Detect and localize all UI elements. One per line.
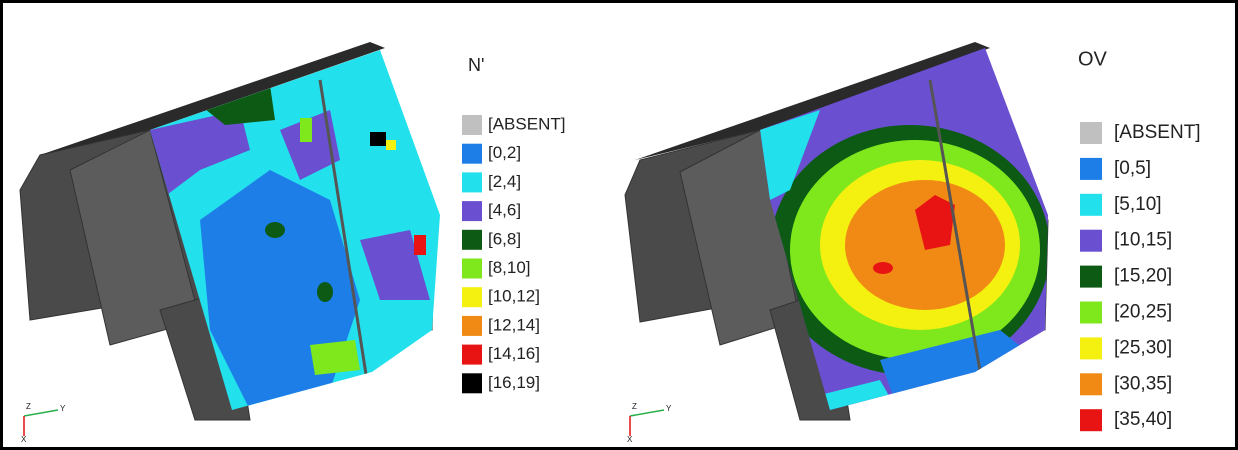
axis-label: Z: [632, 402, 637, 411]
legend-label: [5,10]: [1114, 194, 1162, 215]
region: [414, 235, 426, 255]
legend-label: [20,25]: [1114, 302, 1172, 323]
legend-swatch: [462, 344, 482, 365]
legend-swatch: [1080, 265, 1102, 288]
axis-label: Y: [666, 404, 672, 413]
axis-label: Z: [26, 402, 31, 411]
legend-box: [452, 40, 597, 405]
legend-swatch: [1080, 193, 1102, 216]
legend-swatch: [1080, 122, 1102, 144]
legend-label: [30,35]: [1114, 373, 1172, 394]
legend-label: [14,16]: [488, 344, 540, 363]
legend-swatch: [462, 287, 482, 308]
legend-title: OV: [1078, 48, 1108, 70]
legend-swatch: [1080, 337, 1102, 360]
region: [310, 340, 360, 375]
legend-swatch: [462, 201, 482, 222]
legend-swatch: [1080, 229, 1102, 252]
legend-label: [15,20]: [1114, 266, 1172, 287]
region: [265, 222, 285, 238]
region: [915, 195, 955, 250]
legend-swatch: [462, 143, 482, 164]
legend-swatch: [1080, 301, 1102, 324]
legend-label: [6,8]: [488, 229, 521, 248]
legend-label: [ABSENT]: [488, 114, 565, 133]
region: [150, 110, 250, 200]
region: [300, 118, 312, 142]
model-view-right: [624, 42, 1049, 421]
axis-label: X: [627, 435, 633, 444]
legend-swatch: [1080, 409, 1102, 432]
legend-label: [12,14]: [488, 315, 540, 334]
region: [360, 230, 430, 300]
region: [280, 110, 340, 180]
legend-label: [0,2]: [488, 143, 521, 162]
legend-title: N': [468, 55, 484, 75]
legend-label: [4,6]: [488, 201, 521, 220]
legend-label: [10,12]: [488, 287, 540, 306]
legend-label: [8,10]: [488, 258, 531, 277]
legend-label: [2,4]: [488, 172, 521, 191]
legend-label: [16,19]: [488, 373, 540, 392]
region: [370, 132, 386, 146]
legend-swatch: [1080, 157, 1102, 180]
axis-label: X: [21, 435, 27, 444]
legend-swatch: [462, 115, 482, 135]
legend-label: [25,30]: [1114, 337, 1172, 358]
legend-label: [10,15]: [1114, 230, 1172, 251]
region: [317, 282, 333, 302]
legend-swatch: [462, 373, 482, 394]
region: [760, 110, 820, 200]
legend-swatch: [462, 315, 482, 336]
region: [873, 262, 893, 274]
axis-triad: Z Y X Z Y X: [21, 402, 672, 444]
region: [200, 85, 275, 125]
legend-swatch: [1080, 373, 1102, 396]
legend-label: [ABSENT]: [1114, 122, 1201, 143]
legend-label: [0,5]: [1114, 158, 1151, 179]
region: [386, 140, 396, 150]
legend-swatch: [462, 229, 482, 250]
legend-label: [35,40]: [1114, 409, 1172, 430]
legend-swatch: [462, 172, 482, 193]
legend-swatch: [462, 258, 482, 279]
axis-label: Y: [60, 404, 66, 413]
model-view-left: [19, 42, 440, 421]
